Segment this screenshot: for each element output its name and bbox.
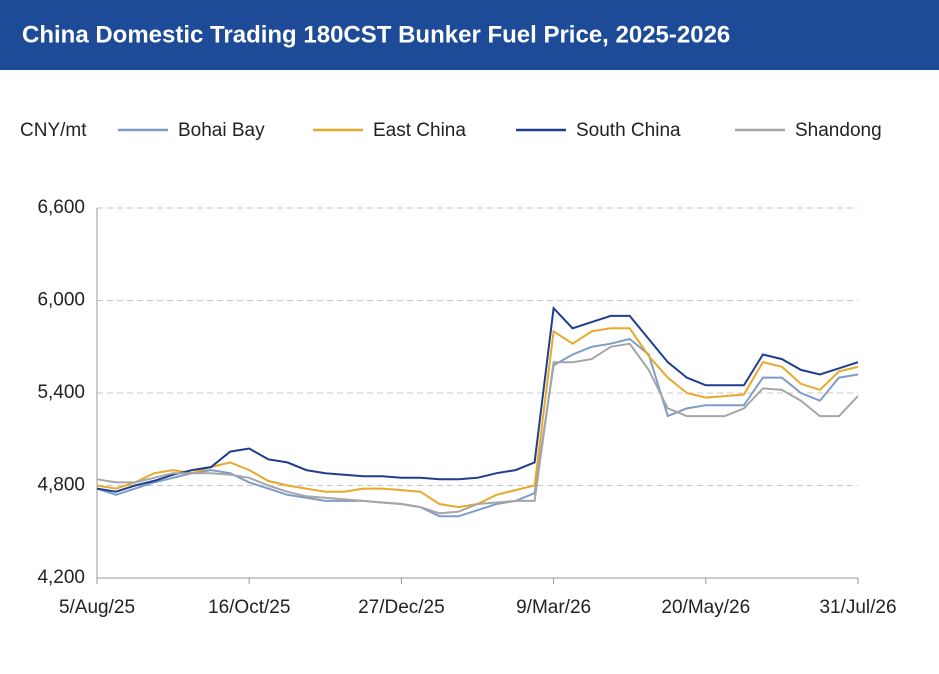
x-tick-label: 31/Jul/26 <box>819 597 896 618</box>
title-banner <box>0 0 939 70</box>
series-line <box>96 327 859 509</box>
series-line <box>96 305 859 493</box>
y-axis-label: CNY/mt <box>20 120 87 141</box>
x-tick-label: 9/Mar/26 <box>516 597 591 618</box>
y-tick-label: 5,400 <box>37 382 85 403</box>
series-line <box>96 342 859 515</box>
legend-label: Shandong <box>795 120 882 141</box>
y-tick-label: 6,600 <box>37 197 85 218</box>
legend-label: Bohai Bay <box>178 120 265 141</box>
x-tick-label: 27/Dec/25 <box>358 597 445 618</box>
series-line <box>96 337 859 518</box>
x-tick-label: 5/Aug/25 <box>59 597 135 618</box>
legend-label: South China <box>576 120 681 141</box>
legend-label: East China <box>373 120 466 141</box>
y-tick-label: 4,200 <box>37 567 85 588</box>
x-tick-label: 20/May/26 <box>661 597 750 618</box>
y-tick-label: 6,000 <box>37 290 85 311</box>
y-tick-label: 4,800 <box>37 475 85 496</box>
chart-title: China Domestic Trading 180CST Bunker Fue… <box>22 21 730 48</box>
x-tick-label: 16/Oct/25 <box>208 597 290 618</box>
